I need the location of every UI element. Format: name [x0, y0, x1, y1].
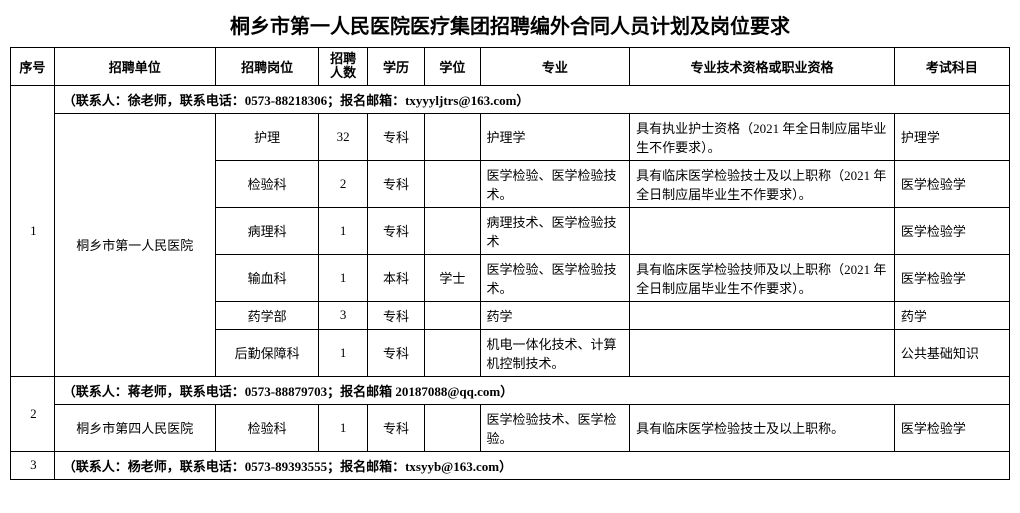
header-major: 专业	[480, 48, 630, 86]
qualification-cell	[630, 207, 895, 254]
education-cell: 专科	[367, 207, 425, 254]
education-cell: 专科	[367, 404, 425, 451]
qualification-cell: 具有临床医学检验技士及以上职称（2021 年全日制应届毕业生不作要求）。	[630, 160, 895, 207]
position-cell: 检验科	[215, 160, 319, 207]
position-cell: 护理	[215, 113, 319, 160]
position-cell: 输血科	[215, 254, 319, 301]
qualification-cell: 具有临床医学检验技师及以上职称（2021 年全日制应届毕业生不作要求）。	[630, 254, 895, 301]
major-cell: 病理技术、医学检验技术	[480, 207, 630, 254]
header-degree: 学位	[425, 48, 480, 86]
recruitment-table: 序号 招聘单位 招聘岗位 招聘人数 学历 学位 专业 专业技术资格或职业资格 考…	[10, 47, 1010, 480]
exam-cell: 医学检验学	[894, 254, 1009, 301]
header-qualification: 专业技术资格或职业资格	[630, 48, 895, 86]
degree-cell: 学士	[425, 254, 480, 301]
education-cell: 专科	[367, 329, 425, 376]
number-cell: 3	[319, 301, 367, 329]
number-cell: 32	[319, 113, 367, 160]
number-cell: 1	[319, 207, 367, 254]
contact-cell: （联系人：蒋老师，联系电话：0573-88879703；报名邮箱 2018708…	[54, 376, 1009, 404]
contact-cell: （联系人：徐老师，联系电话：0573-88218306；报名邮箱：txyyylj…	[54, 85, 1009, 113]
qualification-cell	[630, 329, 895, 376]
education-cell: 本科	[367, 254, 425, 301]
header-row: 序号 招聘单位 招聘岗位 招聘人数 学历 学位 专业 专业技术资格或职业资格 考…	[11, 48, 1010, 86]
table-row: 桐乡市第四人民医院检验科1专科 医学检验技术、医学检验。具有临床医学检验技士及以上…	[11, 404, 1010, 451]
number-cell: 1	[319, 254, 367, 301]
seq-cell: 3	[11, 451, 55, 479]
exam-cell: 医学检验学	[894, 207, 1009, 254]
degree-cell	[425, 160, 480, 207]
major-cell: 机电一体化技术、计算机控制技术。	[480, 329, 630, 376]
header-number: 招聘人数	[319, 48, 367, 86]
degree-cell	[425, 301, 480, 329]
major-cell: 医学检验技术、医学检验。	[480, 404, 630, 451]
major-cell: 药学	[480, 301, 630, 329]
major-cell: 医学检验、医学检验技术。	[480, 254, 630, 301]
exam-cell: 医学检验学	[894, 404, 1009, 451]
qualification-cell: 具有临床医学检验技士及以上职称。	[630, 404, 895, 451]
number-cell: 1	[319, 404, 367, 451]
number-cell: 2	[319, 160, 367, 207]
education-cell: 专科	[367, 113, 425, 160]
education-cell: 专科	[367, 301, 425, 329]
exam-cell: 药学	[894, 301, 1009, 329]
exam-cell: 医学检验学	[894, 160, 1009, 207]
seq-cell: 2	[11, 376, 55, 451]
unit-cell: 桐乡市第一人民医院	[54, 113, 215, 376]
contact-row: 1（联系人：徐老师，联系电话：0573-88218306；报名邮箱：txyyyl…	[11, 85, 1010, 113]
header-education: 学历	[367, 48, 425, 86]
exam-cell: 护理学	[894, 113, 1009, 160]
exam-cell: 公共基础知识	[894, 329, 1009, 376]
contact-row: 2（联系人：蒋老师，联系电话：0573-88879703；报名邮箱 201870…	[11, 376, 1010, 404]
position-cell: 药学部	[215, 301, 319, 329]
position-cell: 检验科	[215, 404, 319, 451]
header-seq: 序号	[11, 48, 55, 86]
table-row: 桐乡市第一人民医院护理32专科护理学具有执业护士资格（2021 年全日制应届毕业…	[11, 113, 1010, 160]
degree-cell	[425, 329, 480, 376]
unit-cell: 桐乡市第四人民医院	[54, 404, 215, 451]
education-cell: 专科	[367, 160, 425, 207]
page-title: 桐乡市第一人民医院医疗集团招聘编外合同人员计划及岗位要求	[10, 10, 1010, 39]
qualification-cell: 具有执业护士资格（2021 年全日制应届毕业生不作要求）。	[630, 113, 895, 160]
degree-cell	[425, 113, 480, 160]
position-cell: 后勤保障科	[215, 329, 319, 376]
header-exam: 考试科目	[894, 48, 1009, 86]
degree-cell	[425, 207, 480, 254]
major-cell: 护理学	[480, 113, 630, 160]
header-position: 招聘岗位	[215, 48, 319, 86]
contact-row: 3（联系人：杨老师，联系电话：0573-89393555；报名邮箱：txsyyb…	[11, 451, 1010, 479]
seq-cell: 1	[11, 85, 55, 376]
degree-cell	[425, 404, 480, 451]
header-unit: 招聘单位	[54, 48, 215, 86]
contact-cell: （联系人：杨老师，联系电话：0573-89393555；报名邮箱：txsyyb@…	[54, 451, 1009, 479]
position-cell: 病理科	[215, 207, 319, 254]
qualification-cell	[630, 301, 895, 329]
major-cell: 医学检验、医学检验技术。	[480, 160, 630, 207]
number-cell: 1	[319, 329, 367, 376]
